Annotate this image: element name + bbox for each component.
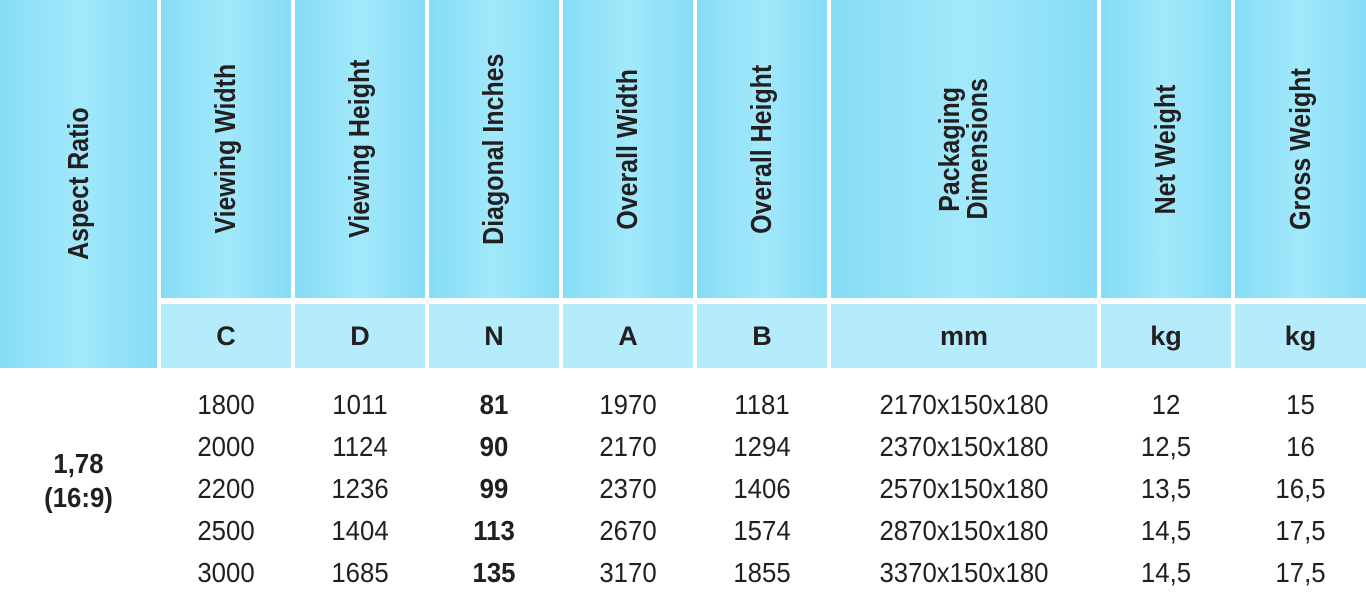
column-header: Viewing Width	[161, 0, 291, 298]
table-cell: 2170x150x180	[879, 389, 1049, 420]
aspect-ratio-header: Aspect Ratio	[0, 0, 157, 368]
table-cell: 1011	[332, 389, 388, 420]
table-cell: 1404	[331, 515, 389, 546]
table-cell: 1181	[734, 389, 790, 420]
table-cell: 12,5	[1140, 431, 1192, 462]
column-header: Viewing Height	[295, 0, 425, 298]
table-cell: 16	[1286, 431, 1315, 462]
unit-label: N	[484, 320, 504, 351]
table-cell: 1574	[733, 515, 791, 546]
column-header: Packaging Dimensions	[831, 0, 1097, 298]
unit-label: kg	[1284, 320, 1317, 351]
table-cell: 1685	[331, 557, 389, 588]
column-header: Gross Weight	[1235, 0, 1366, 298]
table-cell: 3370x150x180	[879, 557, 1049, 588]
header-label: Gross Weight	[1284, 68, 1317, 230]
unit-cell: C	[161, 304, 291, 368]
table-cell: 17,5	[1275, 515, 1326, 546]
column-header: Overall Width	[563, 0, 693, 298]
table-cell: 135	[472, 557, 516, 588]
header-label: Viewing Height	[344, 59, 376, 239]
table-cell: 2000	[197, 431, 255, 462]
unit-cell: N	[429, 304, 559, 368]
table-cell: 12	[1151, 389, 1181, 420]
aspect-ratio-value: (16:9)	[44, 482, 113, 513]
header-label: Viewing Width	[210, 64, 242, 234]
table-cell: 14,5	[1140, 557, 1192, 588]
table-cell: 90	[479, 431, 509, 462]
table-cell: 16,5	[1275, 473, 1326, 504]
header-label: Diagonal Inches	[478, 53, 510, 245]
table-cell: 2370x150x180	[879, 431, 1049, 462]
unit-label: A	[618, 320, 638, 351]
table-cell: 3170	[599, 557, 657, 588]
header-label: Overall Width	[612, 68, 644, 230]
table-cell: 1406	[733, 473, 791, 504]
unit-cell: B	[697, 304, 827, 368]
header-label: Packaging Dimensions	[934, 78, 994, 220]
table-cell: 2200	[197, 473, 255, 504]
table-cell: 2670	[599, 515, 657, 546]
unit-cell: kg	[1235, 304, 1366, 368]
table-cell: 1236	[331, 473, 389, 504]
column-header: Net Weight	[1101, 0, 1231, 298]
table-cell: 113	[473, 515, 515, 546]
unit-cell: mm	[831, 304, 1097, 368]
unit-label: mm	[939, 320, 988, 351]
table-cell: 81	[479, 389, 509, 420]
table-cell: 2570x150x180	[879, 473, 1049, 504]
table-cell: 1294	[733, 431, 791, 462]
table-cell: 13,5	[1140, 473, 1192, 504]
header-label: Aspect Ratio	[62, 107, 95, 261]
table-cell: 15	[1286, 389, 1315, 420]
header-label: Net Weight	[1150, 84, 1182, 214]
table-cell: 99	[479, 473, 509, 504]
unit-cell: D	[295, 304, 425, 368]
table-cell: 3000	[197, 557, 255, 588]
table-cell: 2500	[197, 515, 255, 546]
table-cell: 2170	[599, 431, 657, 462]
table-cell: 1970	[599, 389, 657, 420]
table-cell: 1855	[733, 557, 791, 588]
table-cell: 2370	[599, 473, 657, 504]
header-label: Overall Height	[746, 64, 778, 234]
unit-label: kg	[1150, 320, 1182, 351]
table-cell: 17,5	[1275, 557, 1326, 588]
unit-cell: A	[563, 304, 693, 368]
table-cell: 1124	[332, 431, 388, 462]
table-cell: 1800	[197, 389, 255, 420]
column-header: Overall Height	[697, 0, 827, 298]
table-cell: 2870x150x180	[879, 515, 1049, 546]
table-cell: 14,5	[1140, 515, 1192, 546]
unit-cell: kg	[1101, 304, 1231, 368]
column-header: Diagonal Inches	[429, 0, 559, 298]
unit-label: D	[350, 320, 370, 351]
unit-label: B	[752, 320, 772, 351]
unit-label: C	[216, 320, 236, 351]
aspect-ratio-value: 1,78	[53, 448, 104, 479]
